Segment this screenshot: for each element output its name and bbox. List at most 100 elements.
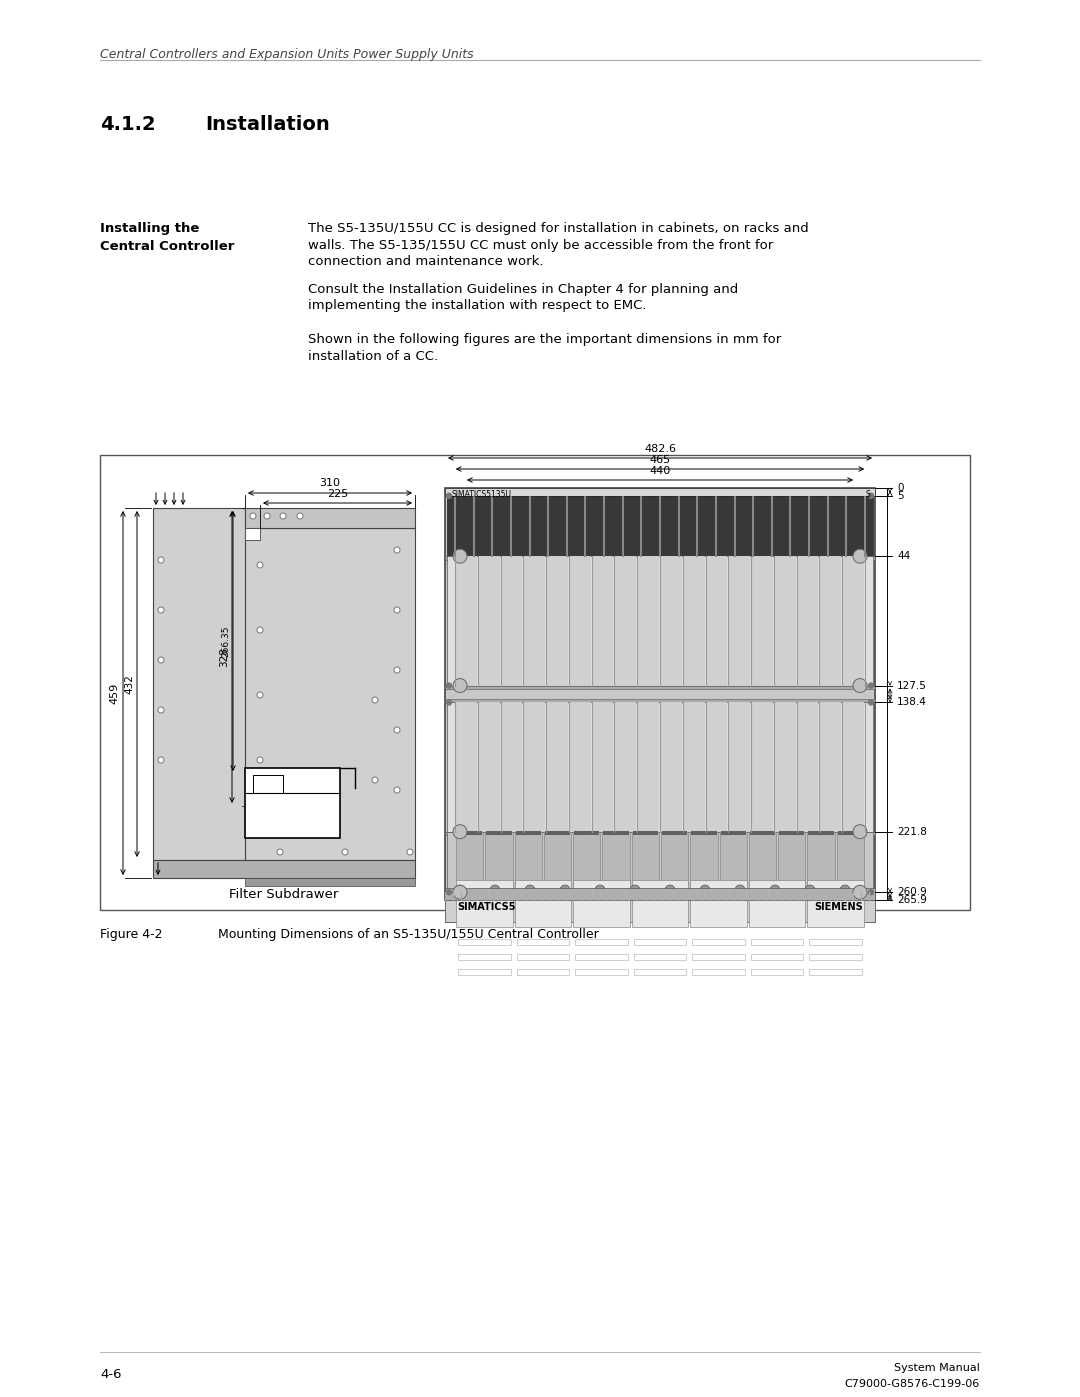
Text: Mounting Dimensions of an S5-135U/155U Central Controller: Mounting Dimensions of an S5-135U/155U C…	[218, 928, 598, 942]
Bar	[516, 954, 569, 960]
Text: Consult the Installation Guidelines in Chapter 4 for planning and: Consult the Installation Guidelines in C…	[308, 284, 739, 296]
Circle shape	[490, 886, 500, 895]
Circle shape	[394, 548, 400, 553]
Bar	[706, 556, 727, 686]
Circle shape	[342, 849, 348, 855]
Bar	[445, 488, 875, 900]
Circle shape	[158, 707, 164, 712]
Bar	[245, 509, 415, 528]
Text: 221.8: 221.8	[897, 827, 927, 837]
Bar	[809, 954, 862, 960]
Bar	[616, 703, 636, 831]
Bar	[573, 831, 600, 893]
Circle shape	[630, 886, 640, 895]
Circle shape	[257, 627, 264, 633]
Bar	[445, 900, 875, 922]
Circle shape	[394, 726, 400, 733]
Circle shape	[257, 692, 264, 698]
Circle shape	[853, 824, 867, 838]
Text: 5: 5	[897, 490, 904, 500]
Circle shape	[770, 886, 780, 895]
Bar	[808, 831, 835, 893]
Circle shape	[853, 886, 867, 900]
Bar	[684, 703, 704, 831]
Bar	[445, 686, 875, 689]
Bar	[593, 703, 613, 831]
Text: Installing the: Installing the	[100, 222, 200, 235]
Circle shape	[297, 513, 303, 520]
Bar	[245, 877, 415, 886]
Text: installation of a CC.: installation of a CC.	[308, 349, 438, 362]
Circle shape	[868, 890, 874, 894]
Circle shape	[446, 683, 451, 689]
Bar	[245, 768, 340, 838]
Circle shape	[394, 666, 400, 673]
Bar	[548, 556, 568, 686]
Circle shape	[453, 549, 467, 563]
Bar	[457, 831, 483, 834]
Circle shape	[868, 700, 874, 705]
Circle shape	[326, 817, 332, 823]
Circle shape	[472, 849, 478, 855]
Text: 482.6: 482.6	[644, 444, 676, 454]
Circle shape	[868, 493, 874, 499]
Text: 4-6: 4-6	[100, 1368, 121, 1382]
Circle shape	[372, 697, 378, 703]
Text: Central Controller: Central Controller	[100, 240, 234, 253]
Bar	[837, 831, 864, 893]
Bar	[809, 970, 862, 975]
Bar	[570, 703, 591, 831]
Bar	[516, 939, 569, 944]
Bar	[100, 455, 970, 909]
Bar	[514, 831, 542, 893]
Bar	[548, 703, 568, 831]
Circle shape	[853, 679, 867, 693]
Bar	[661, 831, 688, 893]
Circle shape	[257, 757, 264, 763]
Circle shape	[372, 777, 378, 782]
Bar	[245, 528, 415, 861]
Text: walls. The S5-135/155U CC must only be accessible from the front for: walls. The S5-135/155U CC must only be a…	[308, 239, 773, 251]
Circle shape	[264, 513, 270, 520]
Bar	[634, 939, 686, 944]
Bar	[604, 831, 629, 834]
Text: C79000-G8576-C199-06: C79000-G8576-C199-06	[845, 1379, 980, 1389]
Bar	[748, 880, 806, 928]
Text: 310: 310	[320, 478, 340, 488]
Bar	[456, 703, 476, 831]
Text: 225: 225	[327, 489, 348, 499]
Bar	[445, 700, 875, 703]
Text: SIMATICS5135U: SIMATICS5135U	[451, 490, 511, 499]
Text: 459: 459	[109, 682, 119, 704]
Bar	[524, 556, 545, 686]
Bar	[808, 880, 864, 928]
Bar	[456, 831, 483, 893]
Bar	[576, 970, 627, 975]
Bar	[634, 954, 686, 960]
Circle shape	[595, 886, 605, 895]
Bar	[447, 556, 873, 686]
Bar	[501, 556, 523, 686]
Text: Central Controllers and Expansion Units Power Supply Units: Central Controllers and Expansion Units …	[100, 47, 474, 61]
Circle shape	[840, 886, 850, 895]
Circle shape	[453, 886, 467, 900]
Bar	[774, 703, 796, 831]
Text: Filter Subdrawer: Filter Subdrawer	[229, 888, 339, 901]
Bar	[838, 831, 863, 834]
Bar	[729, 703, 751, 831]
Bar	[662, 831, 687, 834]
Bar	[661, 703, 681, 831]
Bar	[445, 888, 875, 900]
Bar	[632, 880, 688, 928]
Bar	[593, 556, 613, 686]
Bar	[456, 556, 476, 686]
Circle shape	[700, 886, 710, 895]
Bar	[485, 831, 513, 893]
Text: implementing the installation with respect to EMC.: implementing the installation with respe…	[308, 299, 647, 313]
Bar	[638, 556, 659, 686]
Bar	[706, 703, 727, 831]
Bar	[245, 528, 260, 541]
Bar	[447, 703, 873, 831]
Bar	[774, 556, 796, 686]
Bar	[720, 831, 746, 834]
